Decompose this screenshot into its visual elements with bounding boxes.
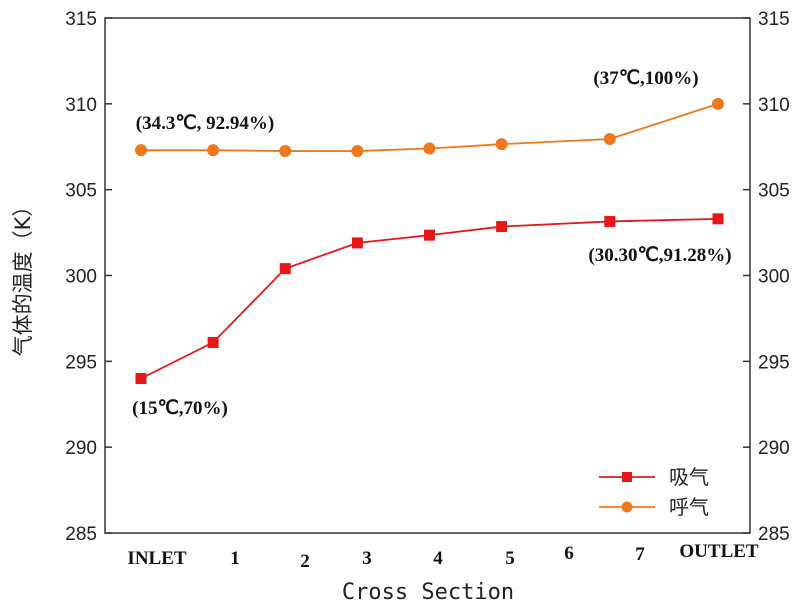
x-category-label: 1	[230, 548, 240, 569]
data-point-inhale	[424, 229, 435, 241]
x-category-label: 5	[505, 548, 515, 569]
y-tick-label-right: 295	[758, 352, 790, 373]
data-point-exhale	[351, 145, 364, 158]
data-annotation: (15℃,70%)	[132, 398, 228, 419]
x-category-label: 7	[635, 544, 645, 565]
y-tick-label-left: 305	[65, 181, 97, 202]
y-tick-label-right: 305	[758, 181, 790, 202]
series-line-0	[140, 217, 719, 380]
y-tick-label-left: 285	[65, 524, 97, 545]
y-tick-label-left: 315	[65, 9, 97, 30]
data-point-exhale	[423, 142, 436, 155]
legend: 吸气 呼气	[599, 465, 709, 519]
x-axis-title: Cross Section	[342, 580, 514, 605]
y-tick-label-left: 310	[65, 95, 97, 116]
data-point-inhale	[496, 221, 508, 233]
data-annotation: (30.30℃,91.28%)	[588, 245, 731, 266]
x-category-label: 3	[362, 548, 372, 569]
data-point-inhale	[351, 237, 363, 249]
data-annotation: (34.3℃, 92.94%)	[136, 113, 275, 134]
legend-label-exhale: 呼气	[669, 495, 709, 519]
y-axis-left: 285 290 295 300 305 310 315	[65, 9, 112, 545]
series-line-1	[141, 102, 719, 152]
data-point-exhale	[135, 144, 147, 157]
x-category-label: INLET	[127, 548, 186, 569]
x-axis-categories: INLET 1 2 3 4 5 6 7 OUTLET	[127, 541, 758, 572]
y-tick-label-right: 310	[758, 95, 790, 116]
y-tick-label-right: 285	[758, 524, 790, 545]
data-point-inhale	[135, 373, 147, 384]
legend-label-inhale: 吸气	[669, 465, 709, 489]
y-tick-label-right: 290	[758, 438, 790, 459]
data-point-inhale	[712, 213, 724, 225]
annotations: (15℃,70%) (30.30℃,91.28%) (34.3℃, 92.94%) (…	[132, 68, 732, 419]
x-category-label: 4	[433, 548, 443, 569]
x-category-label: 6	[564, 543, 574, 564]
x-category-label: 2	[300, 551, 310, 572]
y-tick-label-left: 300	[65, 267, 97, 288]
y-tick-label-right: 300	[758, 267, 790, 288]
legend-marker-exhale	[621, 501, 633, 513]
series-layer	[135, 97, 724, 384]
data-point-exhale	[712, 97, 724, 110]
data-point-inhale	[604, 215, 616, 227]
plot-frame	[104, 17, 751, 534]
data-annotation: (37℃,100%)	[593, 68, 698, 89]
data-point-inhale	[207, 336, 219, 348]
legend-marker-inhale	[622, 472, 632, 482]
data-point-exhale	[603, 133, 616, 146]
y-tick-label-left: 295	[65, 352, 97, 373]
data-point-exhale	[279, 145, 292, 158]
y-axis-title: 气体的温度（K）	[11, 196, 35, 357]
data-point-exhale	[207, 144, 220, 157]
y-axis-right: 285 290 295 300 305 310 315	[743, 9, 790, 545]
data-point-inhale	[279, 263, 291, 275]
y-tick-label-right: 315	[758, 9, 790, 30]
y-tick-label-left: 290	[65, 438, 97, 459]
x-category-label: OUTLET	[679, 541, 759, 562]
data-point-exhale	[495, 138, 508, 151]
